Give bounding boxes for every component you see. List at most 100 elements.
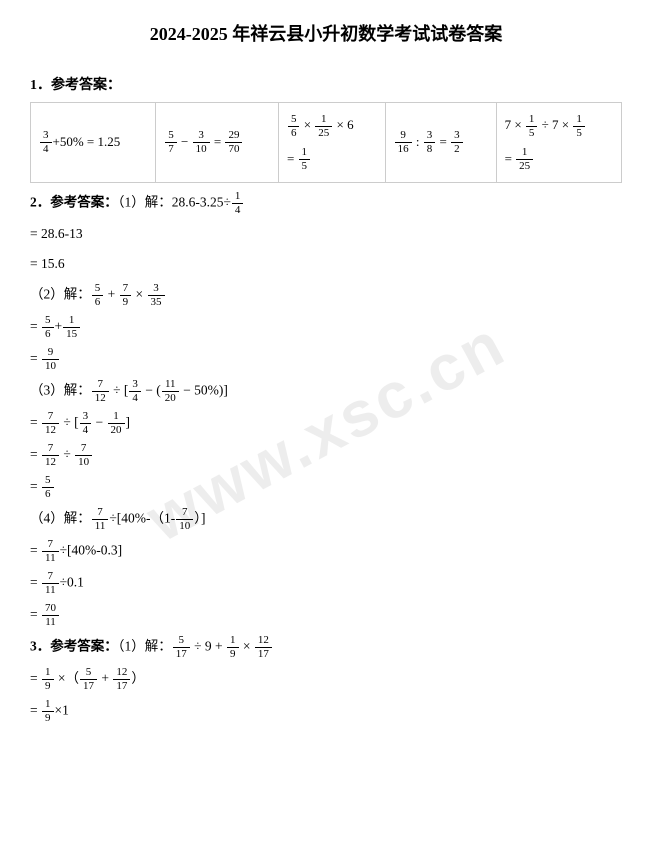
fraction: 712 xyxy=(42,411,59,436)
q2-p4-l2: = 711÷[40%-0.3] xyxy=(30,539,622,564)
fraction: 517 xyxy=(80,667,97,692)
fraction: 711 xyxy=(42,539,59,564)
text: ）] xyxy=(194,511,205,526)
q1-answer-table: 34+50% = 1.25 57 − 310 = 2970 56 × 125 ×… xyxy=(30,102,622,183)
q3-prefix: 3．参考答案： xyxy=(30,639,118,654)
q3-p1-l2: = 19 ×（517 + 1217） xyxy=(30,667,622,692)
text: = xyxy=(505,151,516,166)
fraction: 711 xyxy=(92,507,109,532)
fraction: 710 xyxy=(176,507,193,532)
fraction: 15 xyxy=(299,147,311,172)
q2-p2-l3: = 910 xyxy=(30,347,622,372)
q2-p3-l2: = 712 ÷ [34 − 120] xyxy=(30,411,622,436)
q2-part3-label: （3）解： xyxy=(30,383,91,398)
fraction: 711 xyxy=(42,571,59,596)
text: ÷ [ xyxy=(110,383,129,398)
q2-heading: 2．参考答案：（1）解：28.6-3.25÷14 xyxy=(30,191,622,216)
text: = xyxy=(211,134,225,149)
text: = xyxy=(30,575,41,590)
q2-p2-l2: = 56+115 xyxy=(30,315,622,340)
cell3-line2: = 15 xyxy=(287,147,377,173)
q2-p3-l3: = 712 ÷ 710 xyxy=(30,443,622,468)
fraction: 1120 xyxy=(162,379,179,404)
fraction: 56 xyxy=(288,114,300,139)
cell3-line1: 56 × 125 × 6 xyxy=(287,113,377,139)
fraction: 56 xyxy=(42,475,54,500)
fraction: 15 xyxy=(526,114,538,139)
fraction: 32 xyxy=(451,130,463,155)
fraction: 712 xyxy=(92,379,109,404)
text: + xyxy=(55,319,63,334)
text: × xyxy=(240,639,254,654)
text: + xyxy=(104,287,118,302)
text: ÷ [ xyxy=(60,415,79,430)
q2-part4-label: （4）解： xyxy=(30,511,91,526)
q2-p1-l2: = 28.6-13 xyxy=(30,223,622,246)
text: × 6 xyxy=(333,117,353,132)
text: = xyxy=(30,543,41,558)
q3-heading: 3．参考答案：（1）解：517 ÷ 9 + 19 × 1217 xyxy=(30,635,622,660)
text: = xyxy=(30,447,41,462)
fraction: 34 xyxy=(40,130,52,155)
table-row: 34+50% = 1.25 57 − 310 = 2970 56 × 125 ×… xyxy=(31,103,622,183)
fraction: 56 xyxy=(42,315,54,340)
text: − xyxy=(92,415,106,430)
q2-p4-l3: = 711÷0.1 xyxy=(30,571,622,596)
text: + xyxy=(98,671,112,686)
fraction: 2970 xyxy=(225,130,242,155)
fraction: 1217 xyxy=(255,635,272,660)
text: − 50%)] xyxy=(180,383,228,398)
q3-part1-label: （1）解： xyxy=(118,639,172,654)
cell5-line1: 7 × 15 ÷ 7 × 15 xyxy=(505,113,613,139)
fraction: 335 xyxy=(148,283,165,308)
q2-p1-l3: = 15.6 xyxy=(30,253,622,276)
q2-part2: （2）解：56 + 79 × 335 xyxy=(30,283,622,308)
fraction: 120 xyxy=(108,411,125,436)
fraction: 115 xyxy=(63,315,80,340)
fraction: 79 xyxy=(120,283,132,308)
text: = xyxy=(287,151,298,166)
cell5-line2: = 125 xyxy=(505,147,613,173)
text: ÷[40%-0.3] xyxy=(60,543,123,558)
fraction: 517 xyxy=(173,635,190,660)
fraction: 125 xyxy=(516,147,533,172)
page-content: 2024-2025 年祥云县小升初数学考试试卷答案 1．参考答案： 34+50%… xyxy=(0,0,652,751)
text: = xyxy=(30,671,41,686)
fraction: 125 xyxy=(315,114,332,139)
text: × xyxy=(132,287,146,302)
fraction: 19 xyxy=(42,699,54,724)
fraction: 19 xyxy=(227,635,239,660)
table-cell-1: 34+50% = 1.25 xyxy=(31,103,156,183)
text: 7 × xyxy=(505,117,525,132)
q3-p1-l3: = 19×1 xyxy=(30,699,622,724)
fraction: 916 xyxy=(395,130,412,155)
text: − xyxy=(178,134,192,149)
q2-part3: （3）解：712 ÷ [34 − (1120 − 50%)] xyxy=(30,379,622,404)
page-title: 2024-2025 年祥云县小升初数学考试试卷答案 xyxy=(30,20,622,46)
text: ÷ xyxy=(60,447,74,462)
text: = xyxy=(30,319,41,334)
table-cell-5: 7 × 15 ÷ 7 × 15 = 125 xyxy=(496,103,621,183)
table-cell-4: 916 : 38 = 32 xyxy=(385,103,496,183)
text: ÷[40%-（1- xyxy=(109,511,175,526)
fraction: 15 xyxy=(573,114,585,139)
text: ] xyxy=(126,415,131,430)
text: : xyxy=(413,134,423,149)
text: ÷ 9 + xyxy=(191,639,226,654)
fraction: 57 xyxy=(165,130,177,155)
text: = xyxy=(30,703,41,718)
fraction: 910 xyxy=(42,347,59,372)
q2-part2-label: （2）解： xyxy=(30,287,91,302)
fraction: 38 xyxy=(424,130,436,155)
text: +50% = 1.25 xyxy=(53,134,121,149)
q2-p4-l4: = 7011 xyxy=(30,603,622,628)
fraction: 34 xyxy=(80,411,92,436)
fraction: 1217 xyxy=(113,667,130,692)
q1-heading: 1．参考答案： xyxy=(30,74,622,94)
fraction: 710 xyxy=(75,443,92,468)
text: ÷0.1 xyxy=(60,575,84,590)
text: × xyxy=(300,117,314,132)
text: − ( xyxy=(142,383,161,398)
fraction: 310 xyxy=(193,130,210,155)
text: = xyxy=(30,415,41,430)
